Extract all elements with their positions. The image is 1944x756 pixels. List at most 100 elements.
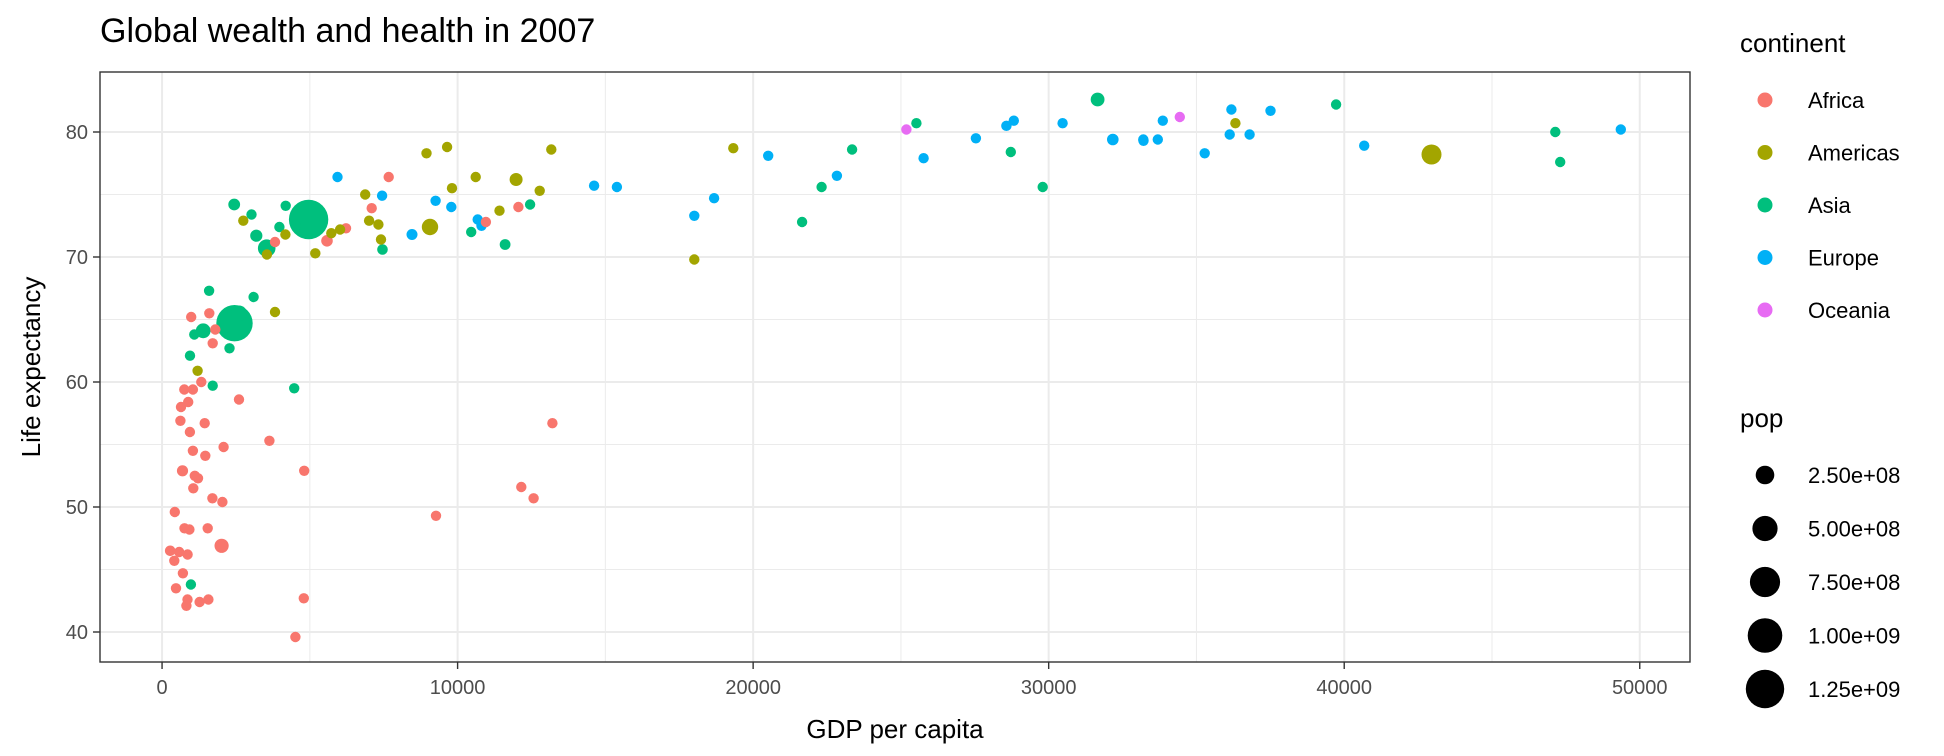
data-point-asia xyxy=(1555,156,1566,168)
data-point-europe xyxy=(1226,104,1237,115)
data-point-europe xyxy=(1615,124,1627,135)
data-point-americas xyxy=(494,205,505,216)
size-legend-label: 5.00e+08 xyxy=(1808,517,1900,542)
size-legend-label: 1.25e+09 xyxy=(1808,677,1900,702)
data-point-africa xyxy=(170,583,182,594)
data-point-asia xyxy=(846,144,858,155)
data-point-americas xyxy=(360,189,371,200)
data-point-africa xyxy=(192,473,204,484)
legend-label-africa: Africa xyxy=(1808,88,1865,113)
data-point-europe xyxy=(918,153,929,164)
data-point-americas xyxy=(326,228,337,239)
data-point-africa xyxy=(264,435,275,446)
data-point-asia xyxy=(250,229,263,242)
data-point-africa xyxy=(182,594,193,605)
data-point-oceania xyxy=(1174,111,1186,123)
data-point-americas xyxy=(1421,144,1442,165)
legend-swatch-asia xyxy=(1757,197,1773,213)
data-point-asia xyxy=(274,221,285,233)
data-point-africa xyxy=(383,171,394,183)
y-tick-label: 40 xyxy=(66,622,88,644)
data-point-europe xyxy=(611,181,623,193)
x-axis-title: GDP per capita xyxy=(806,714,984,744)
size-legend-title: pop xyxy=(1740,403,1783,433)
data-point-africa xyxy=(175,415,186,426)
legend-label-oceania: Oceania xyxy=(1808,298,1891,323)
data-point-africa xyxy=(269,236,281,248)
data-point-asia xyxy=(1005,146,1016,158)
data-point-africa xyxy=(184,426,196,438)
data-point-americas xyxy=(269,306,281,318)
data-point-asia xyxy=(207,380,218,391)
grid-lines xyxy=(100,72,1690,662)
data-point-europe xyxy=(332,171,343,183)
data-point-africa xyxy=(184,524,195,535)
legend-label-europe: Europe xyxy=(1808,246,1879,271)
data-point-africa xyxy=(366,203,377,214)
data-point-asia xyxy=(185,579,197,590)
data-point-africa xyxy=(480,216,492,228)
data-point-europe xyxy=(446,201,457,213)
data-point-africa xyxy=(174,546,185,558)
data-point-asia xyxy=(228,198,241,211)
data-point-asia xyxy=(184,350,196,361)
data-point-africa xyxy=(217,496,228,508)
data-point-americas xyxy=(373,219,384,230)
data-point-europe xyxy=(1157,115,1169,126)
data-point-africa xyxy=(513,201,524,213)
data-point-asia xyxy=(189,329,200,340)
data-point-europe xyxy=(588,180,600,191)
data-point-africa xyxy=(176,465,189,477)
data-point-africa xyxy=(188,483,199,494)
data-point-africa xyxy=(214,538,229,553)
data-point-americas xyxy=(441,141,453,153)
x-tick-label: 20000 xyxy=(725,677,781,699)
data-point-asia xyxy=(1330,99,1342,110)
data-point-americas xyxy=(421,218,439,236)
data-point-oceania xyxy=(901,124,912,135)
data-point-africa xyxy=(547,418,558,429)
data-point-europe xyxy=(970,133,982,144)
data-point-asia xyxy=(466,226,477,238)
data-point-europe xyxy=(1107,133,1119,146)
data-point-europe xyxy=(831,170,843,181)
data-point-europe xyxy=(763,150,774,161)
y-tick-label: 70 xyxy=(66,247,88,269)
data-point-africa xyxy=(207,338,218,349)
data-point-africa xyxy=(164,545,176,557)
legend-label-americas: Americas xyxy=(1808,141,1900,166)
color-legend-title: continent xyxy=(1740,28,1846,58)
size-legend-swatch xyxy=(1749,566,1781,598)
axes: 0 10000 20000 30000 40000 50000 40 50 60 70 80 xyxy=(66,122,1668,699)
data-point-asia xyxy=(911,118,922,129)
data-point-africa xyxy=(187,445,199,456)
legend-swatch-africa xyxy=(1757,92,1773,108)
data-point-africa xyxy=(430,510,442,521)
data-point-americas xyxy=(546,144,557,155)
data-point-asia xyxy=(290,220,301,231)
data-point-asia xyxy=(203,285,215,296)
data-point-asia xyxy=(289,383,300,394)
data-point-africa xyxy=(233,394,245,405)
data-point-africa xyxy=(169,555,180,566)
data-point-asia xyxy=(524,199,536,210)
data-points xyxy=(164,92,1627,643)
data-point-europe xyxy=(430,195,441,206)
data-point-africa xyxy=(528,493,539,504)
data-point-asia xyxy=(231,305,247,322)
data-point-americas xyxy=(280,229,291,240)
data-point-americas xyxy=(728,143,739,154)
y-tick-label: 60 xyxy=(66,372,88,394)
data-point-americas xyxy=(238,215,249,226)
data-point-americas xyxy=(446,183,458,194)
data-point-africa xyxy=(218,441,229,453)
data-point-asia xyxy=(1090,92,1105,107)
x-tick-label: 10000 xyxy=(430,677,486,699)
x-tick-label: 50000 xyxy=(1612,677,1668,699)
size-legend-swatch xyxy=(1747,618,1783,653)
chart-title: Global wealth and health in 2007 xyxy=(100,12,595,50)
data-point-americas xyxy=(470,171,481,183)
data-point-africa xyxy=(196,376,207,388)
legend-label-asia: Asia xyxy=(1808,193,1852,218)
legend-swatch-oceania xyxy=(1757,302,1773,318)
